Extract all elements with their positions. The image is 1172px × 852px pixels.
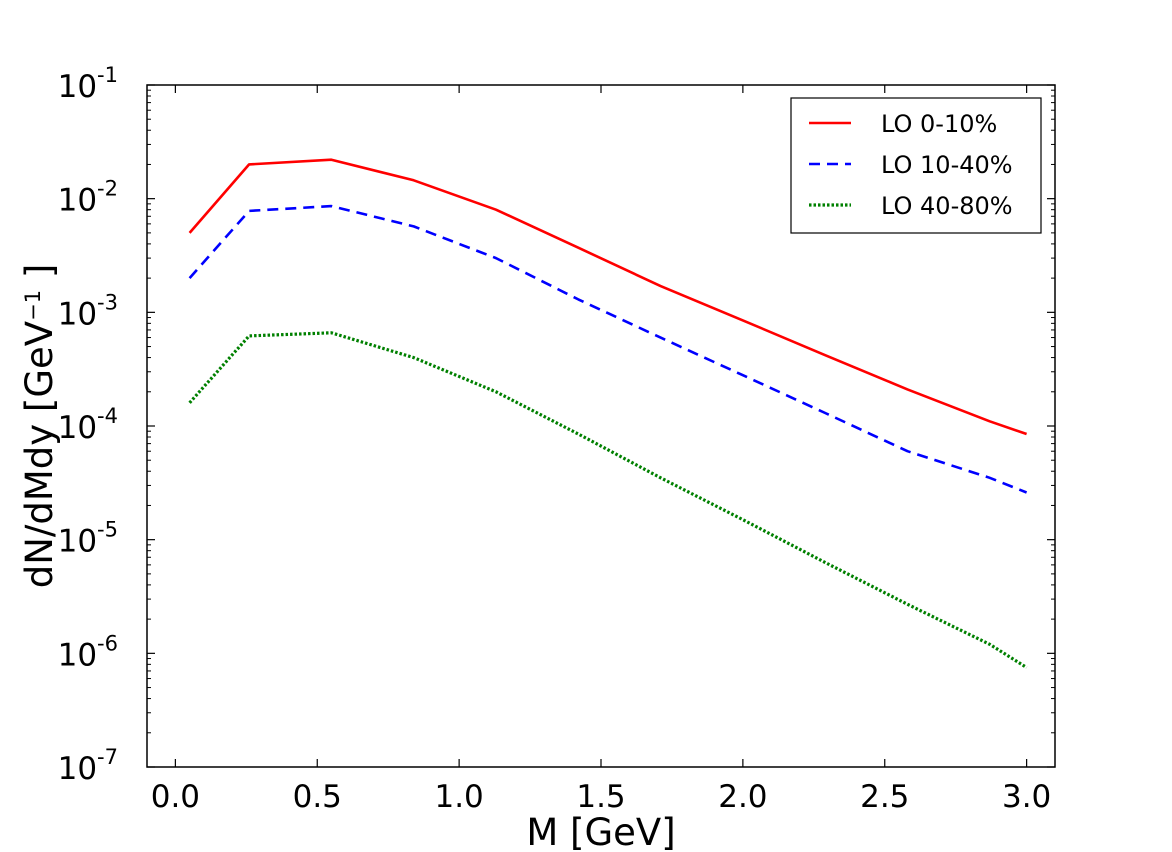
y-axis-label-exponent: −1 [21, 290, 45, 321]
y-tick-label-base: 10 [58, 524, 97, 560]
y-tick-label-exponent: -5 [97, 518, 118, 542]
x-tick-label-0: 0.0 [151, 779, 200, 815]
legend-label-1: LO 0-10% [881, 110, 997, 138]
y-axis-label: dN/dMdy [GeV−1 ] [18, 264, 61, 589]
y-tick-label-6: 10-1 [58, 63, 118, 105]
legend-box [790, 97, 1042, 234]
y-tick-label-base: 10 [58, 637, 97, 673]
x-tick-labels: 0.0 0.5 1.0 1.5 2.0 2.5 3.0 [151, 779, 1052, 815]
y-tick-label-base: 10 [58, 183, 97, 219]
y-tick-label-2: 10-5 [58, 518, 118, 560]
y-tick-label-3: 10-4 [58, 404, 118, 446]
y-tick-label-exponent: -4 [97, 404, 118, 428]
y-axis-label-tail: ] [18, 264, 61, 290]
y-tick-label-1: 10-6 [58, 631, 118, 673]
x-tick-label-2: 1.0 [434, 779, 483, 815]
series-line-3 [188, 331, 1028, 669]
y-tick-label-exponent: -6 [97, 631, 118, 655]
x-tick-label-5: 2.5 [860, 779, 909, 815]
y-tick-label-exponent: -3 [97, 290, 118, 314]
legend-label-2: LO 10-40% [881, 151, 1013, 179]
x-axis-label: M [GeV] [526, 811, 675, 852]
y-tick-label-5: 10-2 [58, 177, 118, 219]
y-tick-label-base: 10 [58, 69, 97, 105]
y-tick-label-4: 10-3 [58, 290, 118, 332]
x-tick-label-4: 2.0 [718, 779, 767, 815]
y-tick-label-exponent: -1 [97, 63, 118, 87]
series-line-2 [188, 204, 1028, 494]
legend-label-3: LO 40-80% [881, 192, 1013, 220]
y-tick-label-base: 10 [58, 296, 97, 332]
x-tick-label-1: 0.5 [293, 779, 342, 815]
y-tick-label-exponent: -7 [97, 745, 118, 769]
series-line-1 [188, 158, 1028, 436]
y-tick-label-0: 10-7 [58, 745, 118, 787]
plot-frame [146, 84, 1056, 768]
series-layer [188, 158, 1028, 669]
y-tick-label-base: 10 [58, 410, 97, 446]
y-tick-label-base: 10 [58, 751, 97, 787]
x-tick-label-3: 1.5 [576, 779, 625, 815]
legend: LO 0-10% LO 10-40% LO 40-80% [790, 97, 1042, 234]
y-tick-labels: 10-710-610-510-410-310-210-1 [58, 63, 118, 787]
y-tick-label-exponent: -2 [97, 177, 118, 201]
y-axis-label-base: dN/dMdy [GeV [18, 321, 61, 588]
x-tick-label-6: 3.0 [1002, 779, 1051, 815]
